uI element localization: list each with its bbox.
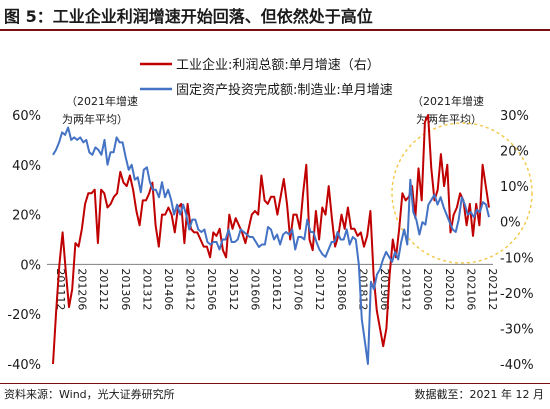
x-tick-label: 201812 — [356, 268, 369, 310]
y-right-tick-label: 10% — [500, 180, 529, 195]
series-line-profit — [52, 114, 490, 365]
legend-label-profit: 工业企业:利润总额:单月增速（右） — [176, 57, 380, 73]
x-tick-label: 201306 — [119, 268, 132, 310]
footer-rule — [0, 383, 550, 384]
x-tick-label: 202012 — [443, 268, 456, 310]
x-tick-label: 202112 — [486, 268, 499, 310]
series-line-investment — [52, 126, 490, 365]
legend-label-investment: 固定资产投资完成额:制造业:单月增速 — [176, 82, 393, 98]
x-tick-label: 201606 — [248, 268, 261, 310]
y-left-tick-label: 40% — [12, 159, 41, 174]
y-right-tick-label: 20% — [500, 145, 529, 160]
y-right-tick-label: 0% — [500, 216, 521, 231]
highlight-ellipse — [391, 122, 533, 264]
y-right-tick-label: -20% — [500, 287, 534, 302]
title-rule — [0, 29, 550, 31]
y-left-tick-label: 0% — [20, 258, 41, 273]
source-note: 资料来源：Wind，光大证券研究所 — [4, 388, 175, 401]
x-tick-label: 201206 — [76, 268, 89, 310]
y-left-tick-label: 20% — [12, 209, 41, 224]
chart-area: 工业企业:利润总额:单月增速（右） 固定资产投资完成额:制造业:单月增速 （2021… — [7, 57, 534, 373]
x-tick-label: 201712 — [313, 268, 326, 310]
title-bar: 图 5：工业企业利润增速开始回落、但依然处于高位 — [0, 0, 550, 31]
y-left-tick-label: 60% — [12, 109, 41, 124]
x-tick-label: 201512 — [227, 268, 240, 310]
x-tick-label: 201312 — [140, 268, 153, 310]
x-tick-label: 201912 — [400, 268, 413, 310]
x-tick-label: 201612 — [270, 268, 283, 310]
y-right-tick-label: -40% — [500, 358, 534, 373]
annotation-left-line2: 为两年平均） — [62, 112, 128, 126]
x-tick-label: 201706 — [292, 268, 305, 310]
y-right-tick-label: -30% — [500, 322, 534, 337]
annotation-left-line1: （2021年增速 — [66, 94, 138, 108]
x-tick-label: 201506 — [205, 268, 218, 310]
y-right-tick-label: -10% — [500, 251, 534, 266]
x-tick-label: 201806 — [335, 268, 348, 310]
y-right-tick-label: 30% — [500, 109, 529, 124]
y-left-tick-label: -20% — [7, 308, 41, 323]
x-tick-label: 201212 — [97, 268, 110, 310]
y-left-tick-label: -40% — [7, 358, 41, 373]
annotation-right-line1: （2021年增速 — [412, 94, 484, 108]
x-tick-label: 201412 — [184, 268, 197, 310]
data-date-note: 数据截至：2021 年 12 月 — [414, 388, 544, 401]
x-tick-label: 202106 — [464, 268, 477, 310]
x-tick-label: 202006 — [421, 268, 434, 310]
x-tick-label: 201406 — [162, 268, 175, 310]
chart-title: 图 5：工业企业利润增速开始回落、但依然处于高位 — [4, 7, 373, 26]
